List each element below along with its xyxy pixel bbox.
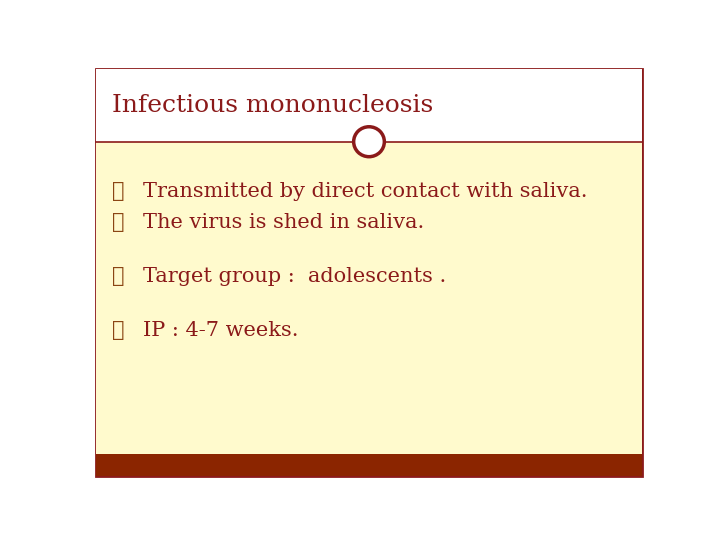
Text: IP : 4-7 weeks.: IP : 4-7 weeks. (143, 321, 299, 340)
Text: ♻: ♻ (112, 267, 125, 286)
Text: The virus is shed in saliva.: The virus is shed in saliva. (143, 213, 424, 232)
Text: ♻: ♻ (112, 213, 125, 232)
Text: Transmitted by direct contact with saliva.: Transmitted by direct contact with saliv… (143, 182, 588, 201)
FancyBboxPatch shape (96, 69, 642, 141)
Text: Infectious mononucleosis: Infectious mononucleosis (112, 94, 433, 117)
Ellipse shape (354, 127, 384, 157)
FancyBboxPatch shape (96, 141, 642, 454)
Text: ♻: ♻ (112, 182, 125, 201)
Text: Target group :  adolescents .: Target group : adolescents . (143, 267, 446, 286)
Text: ♻: ♻ (112, 321, 125, 340)
FancyBboxPatch shape (96, 69, 642, 476)
FancyBboxPatch shape (96, 454, 642, 476)
